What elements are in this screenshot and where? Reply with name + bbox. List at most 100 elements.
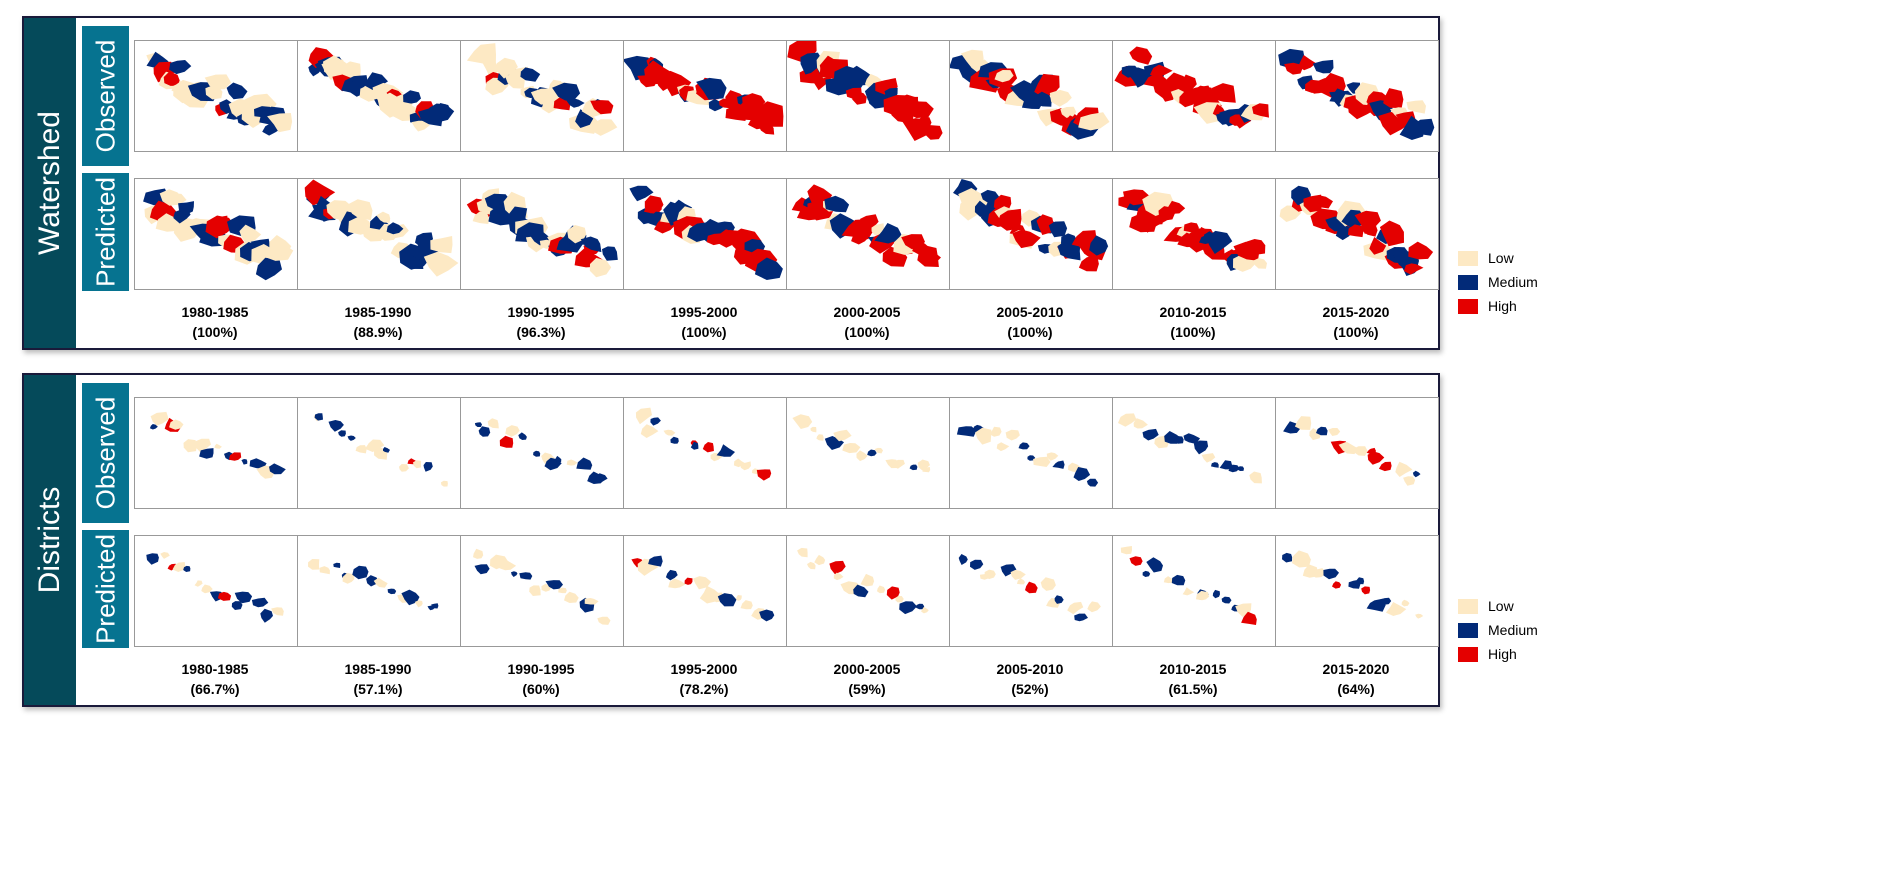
- legend-label: High: [1488, 298, 1517, 314]
- region-medium: [474, 564, 490, 575]
- period-caption: 1990-1995 (60%): [456, 659, 626, 699]
- period-caption: 1980-1985 (66.7%): [130, 659, 300, 699]
- period-label: 2005-2010: [996, 661, 1064, 677]
- region-low: [668, 578, 686, 589]
- region-high: [1403, 263, 1424, 275]
- region-high: [860, 219, 873, 232]
- region-high: [1383, 88, 1404, 109]
- region-low: [1133, 418, 1148, 429]
- region-low: [496, 57, 518, 79]
- region-low: [1309, 428, 1321, 441]
- legend-item-high: High: [1458, 642, 1538, 666]
- region-medium: [1356, 577, 1365, 585]
- region-low: [1406, 100, 1426, 114]
- region-low: [1309, 568, 1326, 578]
- region-low: [430, 236, 453, 254]
- region-high: [903, 101, 934, 118]
- region-low: [740, 600, 753, 610]
- accuracy-label: (100%): [681, 324, 727, 340]
- region-high: [590, 100, 614, 115]
- region-medium: [970, 559, 984, 570]
- region-low: [567, 225, 587, 244]
- region-low: [752, 468, 759, 475]
- region-low: [482, 61, 499, 76]
- region-medium: [1142, 428, 1159, 441]
- legend-item-low: Low: [1458, 246, 1538, 270]
- region-low: [814, 554, 826, 566]
- map-predicted-1995-2000: [623, 535, 787, 647]
- map-predicted-1995-2000: [623, 178, 787, 290]
- region-low: [204, 74, 232, 90]
- region-high: [228, 452, 242, 461]
- period-caption: 2010-2015 (61.5%): [1108, 659, 1278, 699]
- region-high: [851, 91, 867, 105]
- region-medium: [1282, 552, 1293, 563]
- period-label: 1990-1995: [507, 304, 575, 320]
- region-low: [155, 213, 179, 232]
- region-medium: [255, 257, 282, 281]
- region-low: [635, 407, 652, 425]
- map-observed-2015-2020: [1275, 40, 1439, 152]
- region-medium: [478, 426, 491, 437]
- legend: Low Medium High: [1458, 594, 1538, 666]
- region-low: [597, 616, 611, 625]
- period-caption: 2005-2010 (52%): [945, 659, 1115, 699]
- region-low: [864, 73, 883, 89]
- map-observed-2000-2005: [786, 38, 950, 152]
- region-medium: [552, 82, 581, 101]
- region-high: [1348, 224, 1364, 238]
- period-label: 1985-1990: [344, 304, 412, 320]
- region-low: [150, 411, 169, 426]
- region-low: [807, 561, 816, 570]
- region-low: [529, 585, 541, 596]
- region-high: [702, 442, 714, 453]
- region-low: [856, 450, 868, 462]
- region-high: [1332, 581, 1342, 589]
- row-label-text: Observed: [90, 396, 120, 510]
- region-low: [558, 587, 567, 594]
- region-medium: [1323, 568, 1339, 580]
- legend-item-high: High: [1458, 294, 1538, 318]
- period-label: 2010-2015: [1159, 304, 1227, 320]
- region-high: [1129, 46, 1153, 65]
- region-high: [1012, 229, 1041, 249]
- region-high: [886, 586, 900, 600]
- region-low: [1067, 601, 1084, 615]
- region-medium: [1052, 460, 1065, 469]
- period-caption: 1995-2000 (78.2%): [619, 659, 789, 699]
- region-low: [505, 425, 520, 437]
- region-medium: [690, 441, 699, 450]
- region-low: [1040, 577, 1056, 591]
- region-low: [1005, 429, 1020, 441]
- panel-watershed: Watershed Observed Predicted 1980-1985 (10…: [22, 16, 1440, 350]
- accuracy-label: (61.5%): [1168, 681, 1218, 697]
- region-low: [473, 548, 484, 559]
- legend-label: High: [1488, 646, 1517, 662]
- row-label-observed: Observed: [82, 383, 129, 523]
- region-medium: [1380, 597, 1392, 605]
- region-medium: [1206, 230, 1233, 254]
- period-label: 1990-1995: [507, 661, 575, 677]
- region-high: [684, 577, 693, 585]
- region-high: [925, 125, 943, 140]
- period-caption: 1980-1985 (100%): [130, 302, 300, 342]
- region-medium: [1237, 466, 1244, 471]
- region-medium: [1193, 440, 1209, 455]
- region-medium: [366, 575, 379, 587]
- region-low: [355, 445, 367, 454]
- region-high: [1241, 611, 1257, 625]
- region-low: [975, 427, 992, 445]
- region-high: [1160, 89, 1175, 102]
- region-medium: [146, 553, 159, 565]
- region-medium: [555, 455, 562, 463]
- accuracy-label: (100%): [1333, 324, 1379, 340]
- region-low: [183, 439, 198, 453]
- region-low: [1395, 461, 1413, 477]
- legend-swatch: [1458, 250, 1478, 266]
- region-low: [1163, 576, 1175, 584]
- region-medium: [899, 601, 917, 615]
- period-label: 1995-2000: [670, 304, 738, 320]
- region-high: [1149, 64, 1173, 77]
- region-low: [346, 199, 373, 221]
- region-low: [922, 466, 931, 473]
